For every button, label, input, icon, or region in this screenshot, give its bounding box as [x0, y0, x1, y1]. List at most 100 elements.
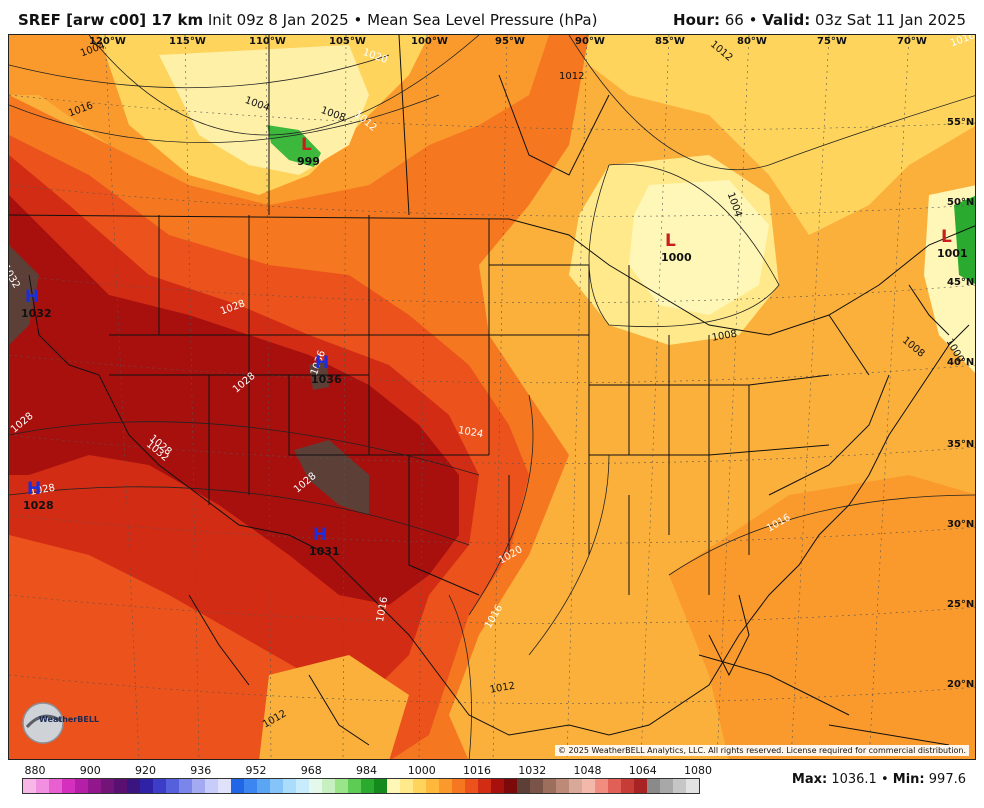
pressure-center-value: 1036 [311, 373, 342, 386]
pressure-center-letter: L [941, 227, 952, 247]
lon-label: 70°W [897, 36, 927, 47]
colorbar-swatch [452, 779, 465, 793]
colorbar-swatch [361, 779, 374, 793]
band-1004-greatlakes [629, 180, 769, 315]
pressure-center-letter: L [665, 231, 676, 251]
lon-label: 85°W [655, 36, 685, 47]
max-label: Max: [791, 772, 828, 787]
colorbar-swatch [244, 779, 257, 793]
colorbar-tick-label: 1048 [573, 764, 602, 777]
pressure-center-value: 1032 [21, 307, 52, 320]
map-header: SREF [arw c00] 17 km Init 09z 8 Jan 2025… [0, 0, 984, 34]
lat-label: 55°N [947, 117, 975, 128]
header-left: SREF [arw c00] 17 km Init 09z 8 Jan 2025… [18, 11, 597, 29]
colorbar-swatch [335, 779, 348, 793]
lon-label: 105°W [329, 36, 366, 47]
colorbar-ticks: 880 900 920 936 952 968 984 1000 1016 1032 1048 106… [22, 764, 713, 778]
colorbar-swatch [647, 779, 660, 793]
colorbar-tick-label: 984 [356, 764, 377, 777]
pressure-center-value: 1000 [661, 251, 692, 264]
colorbar-swatch [49, 779, 62, 793]
colorbar-swatch [387, 779, 400, 793]
colorbar-swatch [36, 779, 49, 793]
header-separator: • [353, 11, 363, 29]
colorbar-swatch [400, 779, 413, 793]
colorbar-swatch [257, 779, 270, 793]
colorbar-tick-label: 900 [79, 764, 101, 777]
band-1008-northeast [549, 35, 975, 235]
pressure-center-letter: H [313, 525, 328, 545]
hour-value: 66 [724, 11, 744, 29]
hour-label: Hour: [673, 11, 720, 29]
high-1032-brown [9, 245, 39, 345]
min-value: 997.6 [928, 772, 966, 787]
band-1016-pacific-south [259, 655, 409, 759]
pressure-center-letter: H [315, 353, 330, 373]
model-name: SREF [arw c00] 17 km [18, 11, 204, 29]
colorbar-swatch [283, 779, 296, 793]
high-1036-brown [294, 440, 369, 515]
colorbar-swatch [205, 779, 218, 793]
colorbar-swatch [595, 779, 608, 793]
pressure-center-value: 999 [297, 155, 320, 168]
lon-label: 90°W [575, 36, 605, 47]
colorbar-swatch [192, 779, 205, 793]
colorbar-swatch [569, 779, 582, 793]
boundaries [9, 35, 975, 736]
colorbar-swatch [413, 779, 426, 793]
copyright-notice: © 2025 WeatherBELL Analytics, LLC. All r… [555, 745, 969, 756]
field-name: Mean Sea Level Pressure (hPa) [367, 11, 598, 29]
colorbar-swatch [88, 779, 101, 793]
coastlines [188, 594, 950, 746]
lon-label: 95°W [495, 36, 525, 47]
lon-label: 100°W [411, 36, 448, 47]
colorbar-swatch [179, 779, 192, 793]
colorbar-tick-label: 880 [24, 764, 46, 777]
pressure-center-value: 1028 [23, 499, 54, 512]
colorbar-swatch [153, 779, 166, 793]
colorbar-swatch [608, 779, 621, 793]
header-right: Hour: 66 • Valid: 03z Sat 11 Jan 2025 [673, 11, 966, 29]
colorbar-swatch [296, 779, 309, 793]
logo-text: WeatherBELL [39, 715, 100, 724]
colorbar-swatch [543, 779, 556, 793]
colorbar-swatch [621, 779, 634, 793]
colorbar-swatch [127, 779, 140, 793]
lat-label: 40°N [947, 357, 975, 368]
colorbar-swatch [101, 779, 114, 793]
pressure-colorbar [22, 778, 700, 794]
pressure-center-letter: L [301, 135, 312, 155]
lon-label: 110°W [249, 36, 286, 47]
colorbar-swatch [322, 779, 335, 793]
pressure-center-letter: H [25, 287, 40, 307]
lon-label: 120°W [89, 36, 126, 47]
low-1001-green [954, 195, 975, 284]
isobars [9, 35, 975, 759]
colorbar-swatch [166, 779, 179, 793]
init-time: Init 09z 8 Jan 2025 [207, 11, 349, 29]
colorbar-swatch [439, 779, 452, 793]
band-1020-atlantic [669, 475, 975, 759]
colorbar-swatch [426, 779, 439, 793]
colorbar-swatch [374, 779, 387, 793]
pressure-map[interactable]: 1004 1016 1004 1008 1012 1020 1012 1012 1016 1004… [8, 34, 976, 760]
map-canvas [9, 35, 975, 759]
colorbar-tick-label: 1016 [463, 764, 491, 777]
max-min-readout: Max: 1036.1 • Min: 997.6 [792, 772, 966, 787]
colorbar-swatch [634, 779, 647, 793]
min-label: Min: [892, 772, 925, 787]
colorbar-tick-label: 1032 [518, 764, 547, 777]
colorbar-swatch [114, 779, 127, 793]
colorbar-swatch [309, 779, 322, 793]
colorbar-tick-label: 1080 [684, 764, 712, 777]
colorbar-tick-label: 936 [190, 764, 212, 777]
band-1016-gulf [469, 595, 729, 759]
colorbar-tick-label: 952 [245, 764, 267, 777]
colorbar-swatch [660, 779, 673, 793]
logo-icon [22, 702, 64, 744]
stats-separator: • [880, 772, 889, 787]
weatherbell-logo: WeatherBELL [17, 699, 109, 745]
colorbar-swatch [140, 779, 153, 793]
colorbar-tick-label: 920 [135, 764, 156, 777]
valid-value: 03z Sat 11 Jan 2025 [814, 11, 966, 29]
